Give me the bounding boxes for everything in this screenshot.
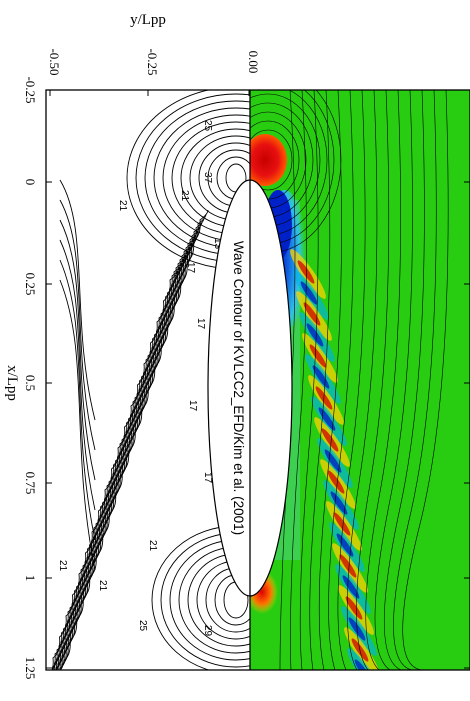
efd-contour-label: 17 <box>202 472 213 484</box>
cfd-contour-line <box>365 90 401 670</box>
efd-far-contour <box>59 239 96 511</box>
efd-wake-contour <box>51 269 179 670</box>
y-tick-label: -0.25 <box>145 48 160 75</box>
efd-contour-label: 21 <box>117 200 128 212</box>
x-tick-label: 0.5 <box>23 375 38 391</box>
efd-far-contour <box>59 179 96 421</box>
efd-contour-label: 17 <box>195 318 206 330</box>
cfd-contour-line <box>356 90 390 670</box>
plot-frame <box>45 89 470 671</box>
kelvin-wave-core <box>324 449 342 473</box>
efd-contour-labels: 25 37 21 13 17 17 17 21 17 21 29 21 21 25 <box>57 120 223 637</box>
kelvin-wave-core <box>342 575 360 599</box>
chart-title: Wave Contour of KVLCC2_EFD/Kim et al. (2… <box>231 241 246 535</box>
efd-contour-label: 17 <box>187 400 198 412</box>
y-tick-labels: -0.50 -0.25 0.00 <box>47 48 261 75</box>
cfd-contour-line <box>374 90 413 670</box>
cfd-contour-line <box>309 90 331 670</box>
x-axis-label: x/Lpp <box>4 365 20 401</box>
efd-contour-label: 37 <box>202 172 213 184</box>
kelvin-wave-core <box>333 512 351 536</box>
x-tick-label: 1.25 <box>23 657 38 680</box>
efd-far-contour <box>59 259 96 541</box>
y-axis-label: y/Lpp <box>130 12 166 28</box>
cfd-contour-line <box>318 90 342 670</box>
kelvin-wave-core <box>339 554 357 578</box>
cfd-contour-line <box>299 90 319 670</box>
cfd-bow-crest <box>250 134 287 186</box>
cfd-bow-contour <box>250 129 293 191</box>
kelvin-wave-core <box>300 281 318 305</box>
cfd-kelvin-waves <box>290 249 383 670</box>
cfd-contour-line <box>337 90 366 670</box>
efd-far-contour <box>59 279 96 571</box>
x-tick-label: 0.25 <box>23 273 38 296</box>
y-tick-label: 0.00 <box>246 51 261 74</box>
x-tick-label: 0.75 <box>23 472 38 495</box>
cfd-contour-line <box>328 90 354 670</box>
efd-contour-label: 25 <box>202 120 213 132</box>
efd-far-contour <box>59 199 96 451</box>
x-tick-label: 1 <box>23 575 38 582</box>
efd-contour-label: 13 <box>212 238 223 250</box>
cfd-contour-line <box>383 90 425 670</box>
cfd-contour-line <box>346 90 378 670</box>
kelvin-wave-core <box>336 533 354 557</box>
cfd-contour-line <box>393 90 437 670</box>
kelvin-wave-core <box>354 659 372 670</box>
efd-contour-label: 21 <box>97 580 108 592</box>
ticks <box>46 89 470 669</box>
efd-contour-label: 21 <box>57 560 68 572</box>
efd-contour-label: 25 <box>137 620 148 632</box>
kelvin-wave-core <box>327 470 345 494</box>
kelvin-wave-core <box>321 428 339 452</box>
kelvin-wave-core <box>306 323 324 347</box>
kelvin-wave-core <box>309 344 327 368</box>
kelvin-wave-core <box>297 260 315 284</box>
efd-contour-label: 21 <box>179 190 190 202</box>
cfd-contour-line <box>402 90 449 670</box>
efd-contour-label: 29 <box>202 625 213 637</box>
y-tick-label: -0.50 <box>47 48 62 75</box>
efd-contour-label: 17 <box>185 262 196 274</box>
kelvin-wave-core <box>303 302 321 326</box>
kelvin-wave-core <box>345 596 363 620</box>
x-tick-label: -0.25 <box>23 76 38 103</box>
x-tick-label: 0 <box>23 179 38 186</box>
cfd-contour-line <box>290 90 307 670</box>
kelvin-wave-core <box>330 491 348 515</box>
cfd-panel <box>250 90 470 670</box>
x-tick-labels: -0.25 0 0.25 0.5 0.75 1 1.25 <box>23 76 38 679</box>
efd-far-contour <box>59 219 96 481</box>
efd-contour-label: 21 <box>147 540 158 552</box>
